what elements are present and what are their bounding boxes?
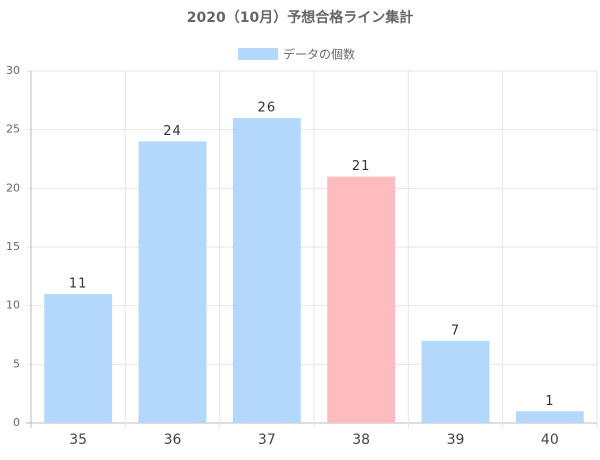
x-tick-label: 40	[541, 432, 559, 448]
x-tick-label: 39	[447, 432, 465, 448]
y-tick-label: 0	[13, 416, 20, 429]
bar	[232, 117, 301, 423]
bar	[515, 411, 584, 423]
bar	[138, 141, 207, 423]
x-tick-label: 36	[164, 432, 182, 448]
bar	[44, 293, 113, 423]
data-label: 7	[451, 323, 460, 338]
data-label: 1	[545, 394, 554, 409]
data-label: 26	[258, 100, 277, 115]
y-tick-label: 25	[6, 123, 20, 136]
y-tick-label: 15	[6, 240, 20, 253]
y-tick-label: 5	[13, 357, 20, 370]
x-tick-label: 38	[352, 432, 370, 448]
data-label: 24	[163, 124, 182, 139]
y-tick-label: 20	[6, 181, 20, 194]
chart-title: 2020（10月）予想合格ライン集計	[187, 9, 413, 26]
x-tick-label: 35	[69, 432, 87, 448]
y-tick-label: 10	[6, 299, 20, 312]
legend-label: データの個数	[283, 47, 355, 62]
x-tick-label: 37	[258, 432, 276, 448]
y-tick-label: 30	[6, 64, 20, 77]
legend-swatch	[238, 48, 278, 60]
data-label: 21	[352, 159, 371, 174]
bar	[327, 176, 396, 423]
bar	[421, 340, 490, 423]
data-label: 11	[69, 276, 88, 291]
